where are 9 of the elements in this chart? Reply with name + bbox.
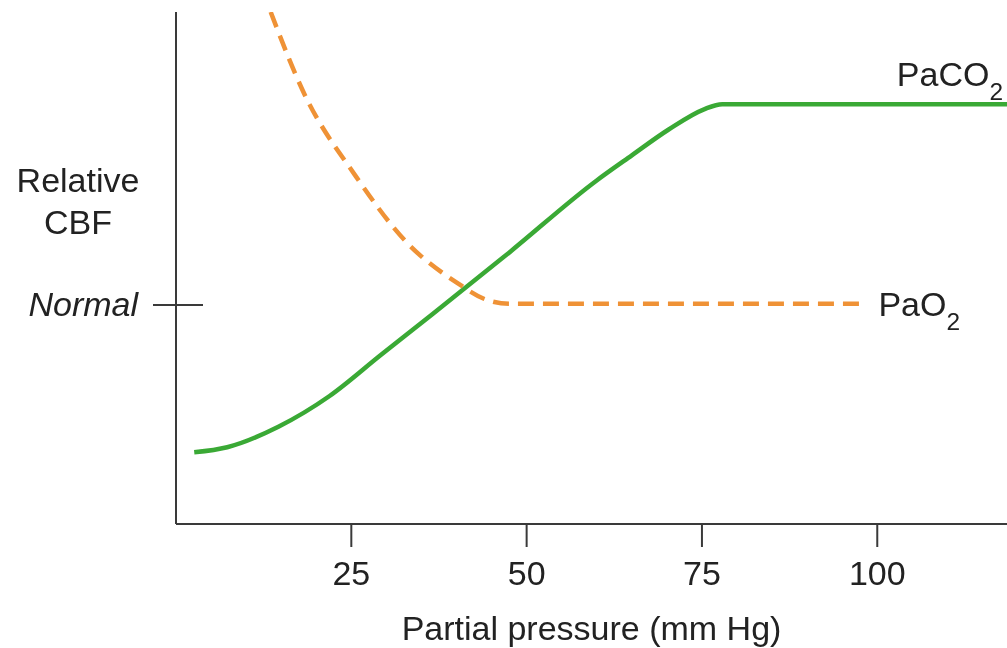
x-tick-label: 75 [683,554,721,593]
y-axis-title: Relative CBF [16,161,140,242]
text: Normal [28,283,138,324]
x-axis-title: Partial pressure (mm Hg) [401,609,782,647]
x-tick-label: 100 [848,554,906,593]
x-tick-label: 50 [507,554,546,593]
series-label: PaCO$_{2}$ [896,55,1003,105]
series-label: PaO$_{2}$ [878,284,961,335]
x-tick-label: 25 [332,554,371,593]
